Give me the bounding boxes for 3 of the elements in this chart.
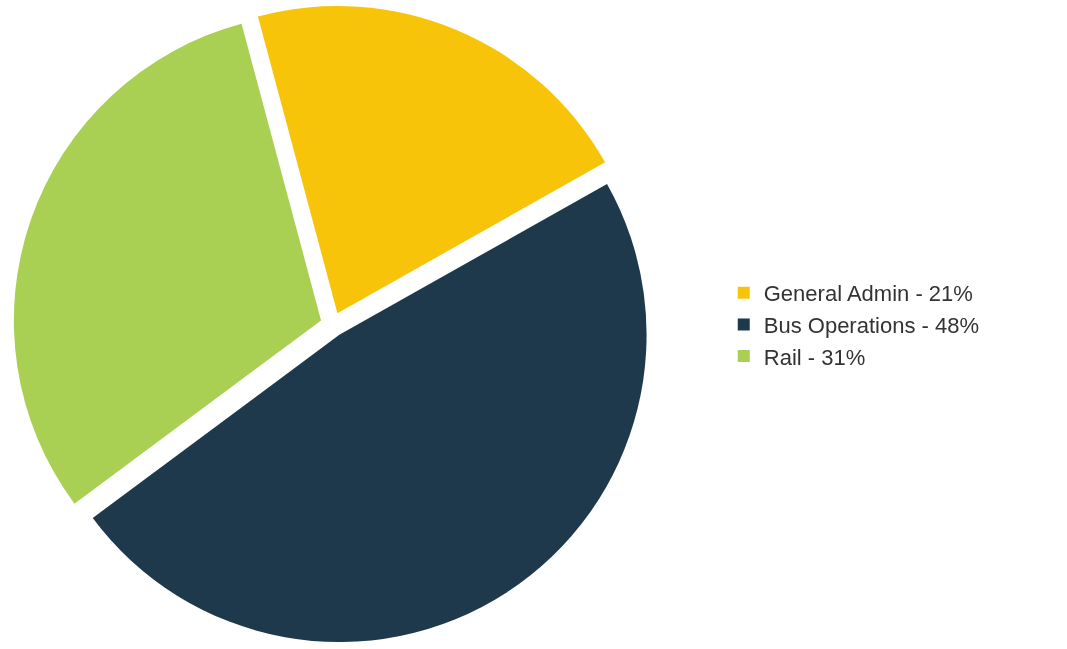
legend-label: Rail - 31%	[763, 344, 866, 370]
legend-label: General Admin - 21%	[763, 281, 973, 307]
legend-label: Bus Operations - 48%	[763, 312, 979, 338]
